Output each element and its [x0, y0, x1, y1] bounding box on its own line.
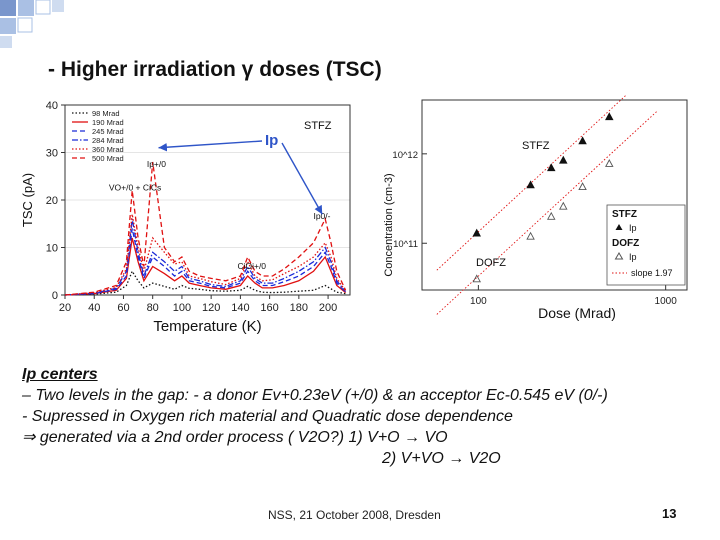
data-point-2	[472, 274, 481, 283]
x-tick-label: 80	[147, 302, 159, 314]
data-point-1	[605, 112, 614, 121]
data-point-2	[547, 211, 556, 220]
x-tick-label: 120	[202, 302, 220, 314]
x-tick-label: 40	[88, 302, 100, 314]
body-line-3: ⇒ generated via a 2nd order process ( V2…	[22, 429, 448, 446]
y-tick-label: 0	[52, 290, 58, 302]
series-line-6	[64, 161, 347, 296]
body-line-2: - Supressed in Oxygen rich material and …	[22, 408, 513, 425]
legend-marker-2	[614, 252, 624, 260]
y-tick-label: 30	[46, 148, 58, 160]
data-point-2	[559, 201, 568, 210]
y-tick-label: 10^12	[392, 150, 418, 161]
stfz-label: STFZ	[522, 140, 550, 152]
data-point-1	[559, 155, 568, 164]
tsc-spectrum-chart: 0 10 20 30 40 20 40 60 80 100 120 140 160 180 200 98 Mr…	[20, 100, 351, 335]
plot-frame	[64, 104, 351, 296]
data-point-1	[472, 228, 481, 237]
series-line-5	[64, 214, 347, 296]
data-point-1	[526, 180, 535, 189]
data-point-2	[605, 159, 614, 167]
legend-marker-1	[615, 224, 623, 230]
legend-item-1: Ip	[629, 223, 637, 233]
legend-label: 245 Mrad	[92, 127, 124, 136]
annotation-vo-cics: VO+/0 + CiCs	[109, 183, 161, 193]
data-point-2	[578, 182, 587, 191]
concentration-dose-chart: 100 1000 10^11 10^12 STFZ DOFZ STFZ Ip DOFZ Ip slo…	[383, 95, 688, 321]
arrow-to-ip-plus	[158, 140, 263, 152]
x-tick-label: 160	[260, 302, 278, 314]
x-tick-label: 180	[290, 302, 308, 314]
x-tick-label: 1000	[655, 296, 678, 307]
x-axis-label: Temperature (K)	[153, 318, 261, 335]
x-tick-label: 200	[319, 302, 337, 314]
legend-label: 284 Mrad	[92, 136, 124, 145]
slide-title: - Higher irradiation γ doses (TSC)	[48, 58, 382, 81]
page-number: 13	[662, 506, 677, 521]
footer-text: NSS, 21 October 2008, Dresden	[268, 508, 441, 522]
legend-box	[606, 204, 686, 286]
legend-group-1: STFZ	[612, 209, 637, 220]
x-tick-label: 100	[470, 296, 487, 307]
legend-label: 98 Mrad	[92, 109, 120, 118]
annotation-ip-plus: Ip+/0	[147, 159, 166, 169]
y-tick-label: 40	[46, 100, 58, 112]
annotation-ip-minus: Ip0/-	[313, 211, 330, 221]
y-tick-label: 10^11	[393, 239, 418, 250]
x-tick-label: 140	[231, 302, 249, 314]
legend-fit-label: slope 1.97	[631, 268, 673, 278]
y-tick-label: 10	[46, 243, 58, 255]
body-line-1: – Two levels in the gap: - a donor Ev+0.…	[22, 387, 608, 404]
body-line-4: 2) V+VO → V2O	[382, 450, 501, 467]
body-text: Ip centers – Two levels in the gap: - a …	[22, 364, 712, 469]
data-point-1	[547, 163, 556, 172]
series-line-1	[64, 269, 346, 296]
x-tick-label: 100	[173, 302, 191, 314]
x-tick-label: 20	[59, 302, 71, 314]
data-point-2	[526, 231, 535, 240]
stfz-label: STFZ	[304, 120, 332, 132]
series-line-4	[64, 218, 347, 296]
legend-label: 500 Mrad	[92, 154, 124, 163]
y-tick-label: 20	[46, 195, 58, 207]
x-tick-label: 60	[117, 302, 129, 314]
corner-decoration	[0, 0, 64, 48]
body-heading: Ip centers	[22, 366, 98, 383]
legend-group-2: DOFZ	[612, 238, 639, 249]
legend-label: 360 Mrad	[92, 145, 124, 154]
ip-label: Ip	[265, 132, 278, 149]
plot-frame	[421, 99, 688, 291]
legend-item-2: Ip	[629, 252, 637, 262]
legend-label: 190 Mrad	[92, 118, 124, 127]
annotation-cioi: CiOi+/0	[237, 261, 266, 271]
y-axis-label: TSC (pA)	[20, 173, 35, 227]
arrow-to-ip-minus	[281, 142, 323, 215]
dofz-label: DOFZ	[476, 257, 506, 269]
data-point-1	[578, 136, 587, 145]
x-axis-label: Dose (Mrad)	[538, 305, 616, 321]
series-line-3	[64, 228, 347, 296]
y-axis-label: Concentration (cm-3)	[383, 173, 395, 276]
series-line-2	[64, 237, 347, 296]
